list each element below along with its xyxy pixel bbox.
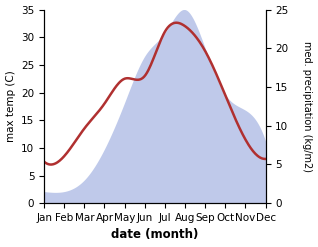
Y-axis label: med. precipitation (kg/m2): med. precipitation (kg/m2): [302, 41, 313, 172]
X-axis label: date (month): date (month): [111, 228, 198, 242]
Y-axis label: max temp (C): max temp (C): [5, 70, 16, 142]
